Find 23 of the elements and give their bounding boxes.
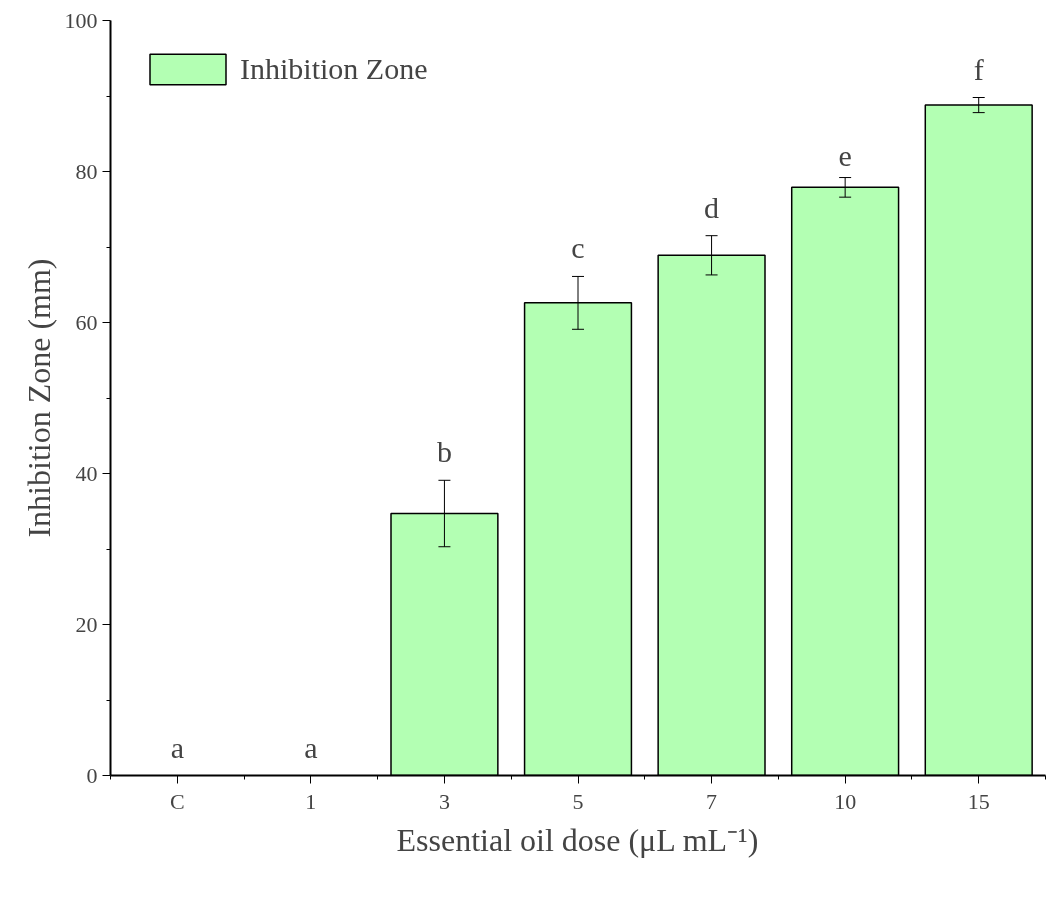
annotation: a bbox=[170, 730, 184, 764]
y-tick-label: 0 bbox=[86, 762, 98, 788]
legend-label: Inhibition Zone bbox=[240, 52, 428, 86]
x-tick-label: 15 bbox=[967, 788, 990, 814]
y-tick-label: 40 bbox=[75, 460, 98, 486]
x-tick-label: C bbox=[169, 788, 185, 814]
x-tick-label: 10 bbox=[834, 788, 857, 814]
annotation: b bbox=[436, 435, 452, 469]
y-axis-title: Inhibition Zone (mm) bbox=[20, 258, 57, 538]
x-tick-label: 1 bbox=[305, 788, 317, 814]
annotation: a bbox=[304, 730, 318, 764]
x-tick-label: 5 bbox=[572, 788, 584, 814]
x-tick-label: 7 bbox=[706, 788, 718, 814]
y-tick-label: 100 bbox=[64, 7, 98, 33]
x-axis-title: Essential oil dose (μL mL⁻¹) bbox=[396, 821, 759, 858]
y-tick-label: 60 bbox=[75, 309, 98, 335]
y-tick-label: 20 bbox=[75, 611, 98, 637]
x-tick-label: 3 bbox=[438, 788, 450, 814]
annotation: f bbox=[973, 52, 984, 86]
y-tick-label: 80 bbox=[75, 158, 98, 184]
annotation: d bbox=[704, 190, 720, 224]
annotation: c bbox=[571, 231, 585, 265]
annotation: e bbox=[838, 138, 852, 172]
